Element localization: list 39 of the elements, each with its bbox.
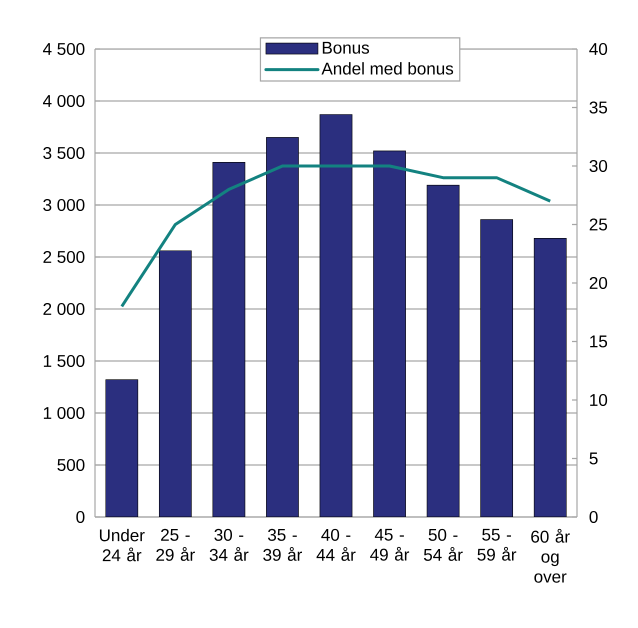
x-tick-label: 55 - 59 år bbox=[477, 528, 516, 561]
y2-tick-label: 10 bbox=[590, 394, 608, 406]
y-tick-label: 4 000 bbox=[42, 94, 84, 108]
bar bbox=[106, 380, 138, 517]
y-tick-label: 4 500 bbox=[42, 42, 84, 56]
x-tick-label: Under 24 år bbox=[100, 528, 145, 562]
x-tick-label: 60 år og over bbox=[531, 528, 570, 583]
x-tick-label: 50 - 54 år bbox=[424, 528, 463, 561]
y-tick-label: 500 bbox=[57, 458, 84, 472]
x-tick-label: 40 - 44 år bbox=[316, 528, 356, 561]
bar bbox=[480, 220, 513, 517]
bar bbox=[159, 250, 192, 517]
y2-tick-label: 30 bbox=[590, 160, 608, 172]
legend-label: Bonus bbox=[322, 42, 370, 54]
x-tick-label: 35 - 39 år bbox=[263, 528, 302, 561]
y2-tick-label: 0 bbox=[590, 510, 598, 524]
x-tick-label: 45 - 49 år bbox=[370, 528, 410, 561]
y2-tick-label: 40 bbox=[589, 42, 608, 56]
y-tick-label: 2 000 bbox=[43, 302, 84, 316]
bar bbox=[373, 150, 406, 517]
bar bbox=[534, 238, 567, 517]
bar bbox=[212, 162, 245, 517]
x-tick-label: 30 - 34 år bbox=[210, 528, 248, 561]
y2-tick-label: 35 bbox=[590, 101, 608, 114]
y2-tick-label: 15 bbox=[590, 336, 608, 348]
bar bbox=[320, 114, 352, 517]
x-tick-label: 25 - 29 år bbox=[156, 528, 195, 561]
y-tick-label: 2 500 bbox=[43, 250, 84, 264]
y-tick-label: 0 bbox=[76, 510, 84, 524]
y2-tick-label: 5 bbox=[590, 452, 598, 464]
bar bbox=[266, 137, 299, 517]
legend-label: Andel med bonus bbox=[321, 62, 454, 75]
bar bbox=[427, 185, 460, 517]
y-tick-label: 1 000 bbox=[44, 406, 84, 420]
y-tick-label: 1 500 bbox=[44, 354, 84, 368]
y2-tick-label: 20 bbox=[590, 276, 608, 290]
y-tick-label: 3 000 bbox=[43, 198, 84, 212]
y2-tick-label: 25 bbox=[590, 218, 608, 231]
y-tick-label: 3 500 bbox=[43, 146, 84, 160]
